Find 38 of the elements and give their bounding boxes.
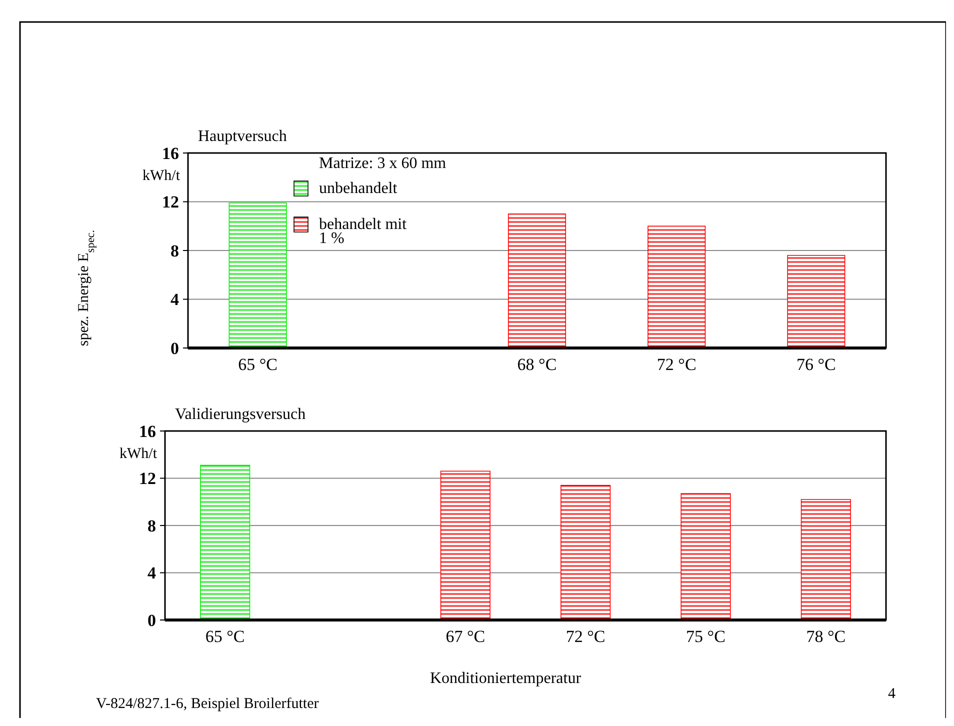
x-tick-label: 68 °C — [517, 355, 557, 374]
x-axis-title: Konditioniertemperatur — [430, 670, 582, 687]
text: kWh/t — [120, 446, 158, 462]
y-tick-label: 0 — [170, 338, 179, 358]
chart-title: Hauptversuch — [198, 128, 287, 145]
x-tick-label: 67 °C — [446, 627, 486, 646]
x-tick-label: 65 °C — [205, 627, 245, 646]
x-tick-label: 78 °C — [806, 627, 846, 646]
bar — [508, 214, 566, 348]
y-tick-label: 16 — [162, 144, 179, 163]
bar — [787, 254, 846, 348]
chart-title: Validierungsversuch — [175, 406, 306, 423]
y-tick-label: 4 — [148, 564, 156, 583]
bar — [200, 464, 250, 620]
y-tick-label: 12 — [162, 192, 179, 212]
bar — [228, 202, 287, 348]
text: 4 — [888, 686, 896, 702]
x-tick-label: 72 °C — [656, 355, 696, 374]
x-tick-label: 75 °C — [686, 627, 726, 646]
text: kWh/t — [142, 168, 181, 184]
y-tick-label: 8 — [170, 241, 179, 260]
y-tick-label: 0 — [148, 610, 156, 630]
bar — [648, 226, 706, 348]
legend-label: behandelt mit 1 % — [319, 216, 408, 247]
bar — [800, 499, 851, 620]
bar — [560, 484, 611, 620]
x-tick-label: 72 °C — [566, 627, 606, 646]
y-tick-label: 8 — [148, 516, 156, 536]
y-tick-label: 16 — [139, 422, 156, 441]
bar — [440, 470, 490, 620]
y-tick-label: 4 — [170, 290, 180, 310]
text: V-824/827.1-6, Beispiel Broilerfutter — [96, 696, 319, 712]
x-tick-label: 65 °C — [238, 355, 278, 374]
legend-label: unbehandelt — [319, 180, 398, 197]
y-tick-label: 12 — [139, 469, 156, 488]
legend-title: Matrize: 3 x 60 mm — [319, 155, 447, 172]
bar — [680, 493, 731, 620]
x-tick-label: 76 °C — [796, 355, 836, 374]
